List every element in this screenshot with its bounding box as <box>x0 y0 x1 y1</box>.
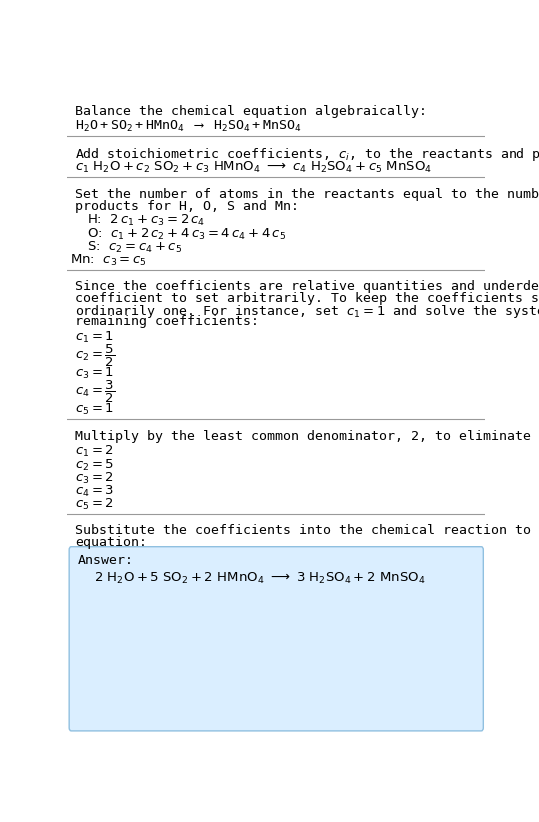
Text: $c_4 = \dfrac{3}{2}$: $c_4 = \dfrac{3}{2}$ <box>75 379 115 405</box>
Text: $c_5 = 2$: $c_5 = 2$ <box>75 496 114 512</box>
Text: H:  $2\,c_1 + c_3 = 2\,c_4$: H: $2\,c_1 + c_3 = 2\,c_4$ <box>87 214 205 229</box>
Text: equation:: equation: <box>75 536 147 549</box>
Text: Multiply by the least common denominator, 2, to eliminate fractional coefficient: Multiply by the least common denominator… <box>75 430 539 443</box>
Text: $c_4 = 3$: $c_4 = 3$ <box>75 483 114 499</box>
Text: $\mathtt{H_2O + SO_2 + HMnO_4}$  $\mathtt{\longrightarrow}$  $\mathtt{H_2SO_4 + : $\mathtt{H_2O + SO_2 + HMnO_4}$ $\mathtt… <box>75 118 301 134</box>
Text: products for H, O, S and Mn:: products for H, O, S and Mn: <box>75 200 299 213</box>
Text: $c_1 = 1$: $c_1 = 1$ <box>75 330 114 344</box>
Text: coefficient to set arbitrarily. To keep the coefficients small, the arbitrary va: coefficient to set arbitrarily. To keep … <box>75 292 539 305</box>
Text: $c_1 = 2$: $c_1 = 2$ <box>75 445 114 459</box>
Text: S:  $c_2 = c_4 + c_5$: S: $c_2 = c_4 + c_5$ <box>87 239 182 255</box>
Text: $c_3 = 2$: $c_3 = 2$ <box>75 470 114 486</box>
Text: Answer:: Answer: <box>78 554 134 566</box>
Text: Balance the chemical equation algebraically:: Balance the chemical equation algebraica… <box>75 104 427 118</box>
Text: Mn:  $c_3 = c_5$: Mn: $c_3 = c_5$ <box>71 252 147 268</box>
Text: $c_2 = 5$: $c_2 = 5$ <box>75 458 114 473</box>
Text: ordinarily one. For instance, set $c_1 = 1$ and solve the system of equations fo: ordinarily one. For instance, set $c_1 =… <box>75 303 539 321</box>
Text: remaining coefficients:: remaining coefficients: <box>75 315 259 328</box>
Text: Since the coefficients are relative quantities and underdetermined, choose a: Since the coefficients are relative quan… <box>75 280 539 293</box>
Text: $2\ \mathrm{H_2O} + 5\ \mathrm{SO_2} + 2\ \mathrm{HMnO_4}\ \longrightarrow\ 3\ \: $2\ \mathrm{H_2O} + 5\ \mathrm{SO_2} + 2… <box>94 570 426 586</box>
Text: $c_5 = 1$: $c_5 = 1$ <box>75 402 114 417</box>
FancyBboxPatch shape <box>69 547 483 731</box>
Text: O:  $c_1 + 2\,c_2 + 4\,c_3 = 4\,c_4 + 4\,c_5$: O: $c_1 + 2\,c_2 + 4\,c_3 = 4\,c_4 + 4\,… <box>87 226 286 242</box>
Text: Add stoichiometric coefficients, $c_i$, to the reactants and products:: Add stoichiometric coefficients, $c_i$, … <box>75 146 539 164</box>
Text: $c_2 = \dfrac{5}{2}$: $c_2 = \dfrac{5}{2}$ <box>75 343 115 369</box>
Text: Set the number of atoms in the reactants equal to the number of atoms in the: Set the number of atoms in the reactants… <box>75 188 539 201</box>
Text: Substitute the coefficients into the chemical reaction to obtain the balanced: Substitute the coefficients into the che… <box>75 524 539 538</box>
Text: $c_1\ \mathrm{H_2O} + c_2\ \mathrm{SO_2} + c_3\ \mathrm{HMnO_4}$$\ \longrightarr: $c_1\ \mathrm{H_2O} + c_2\ \mathrm{SO_2}… <box>75 160 432 175</box>
Text: $c_3 = 1$: $c_3 = 1$ <box>75 366 114 381</box>
